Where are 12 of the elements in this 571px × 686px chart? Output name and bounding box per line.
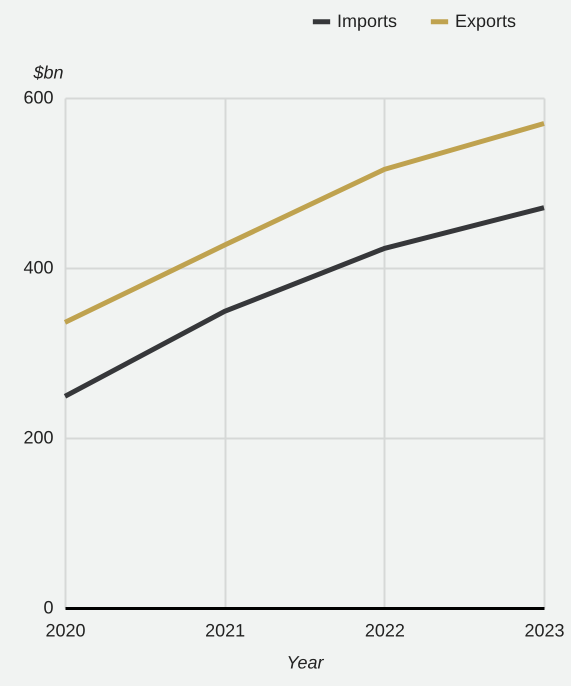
y-tick-label: 600 (23, 88, 54, 108)
legend-label: Imports (337, 10, 398, 31)
y-tick-label: 200 (23, 428, 54, 448)
y-axis-title: $bn (32, 62, 64, 82)
legend-label: Exports (455, 10, 516, 31)
x-tick-label: 2020 (45, 620, 86, 640)
x-tick-label: 2023 (524, 620, 565, 640)
x-tick-label: 2021 (205, 620, 246, 640)
y-tick-label: 400 (23, 258, 54, 278)
y-tick-label: 0 (43, 598, 54, 618)
x-axis-title: Year (286, 652, 325, 672)
x-tick-label: 2022 (364, 620, 405, 640)
